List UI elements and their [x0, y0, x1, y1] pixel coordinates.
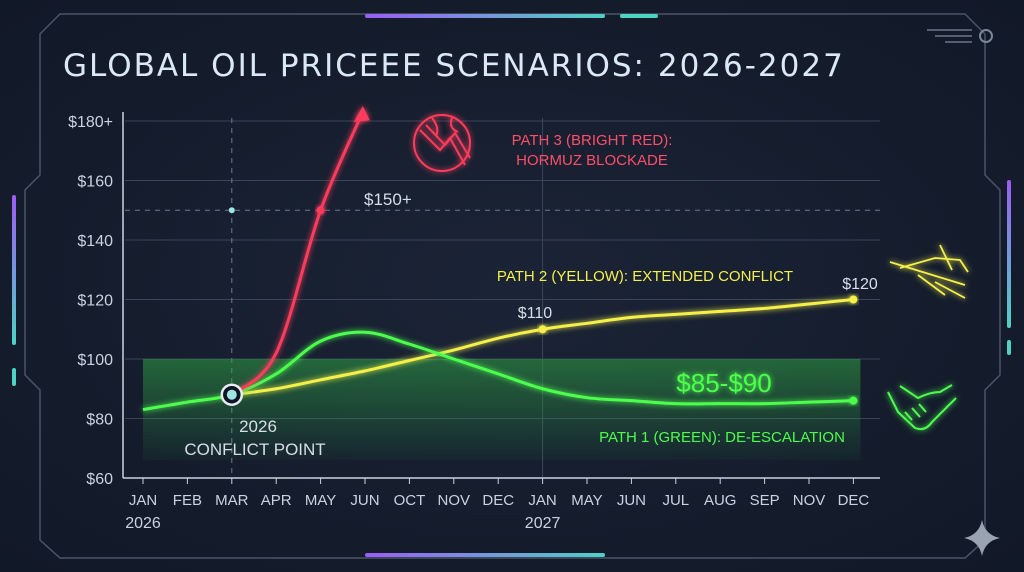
right-accent-bar-small [1007, 340, 1011, 355]
red-point-label: $150+ [364, 190, 412, 209]
red-path-label-line2: HORMUZ BLOCKADE [516, 152, 668, 169]
y-tick-label: $80 [86, 412, 113, 429]
conflict-point-label: CONFLICT POINT [184, 440, 325, 459]
top-accent-bar [365, 14, 605, 18]
red-point-150 [316, 206, 325, 215]
conflict-point-marker-core [226, 389, 237, 400]
yellow-point-120 [849, 295, 858, 304]
y-tick-label: $140 [77, 233, 113, 250]
y-tick-label: $120 [77, 293, 113, 310]
red-arrowhead [353, 106, 370, 123]
x-tick-label: APR [261, 492, 292, 509]
corner-lines-decoration [927, 29, 972, 43]
series-line-red [230, 111, 365, 396]
drone-aircraft-icon [889, 244, 969, 299]
x-tick-label: JUL [662, 492, 689, 509]
x-tick-label: JUN [350, 492, 379, 509]
yellow-point-label-110: $110 [518, 305, 553, 322]
hud-frame [24, 13, 1001, 559]
green-path-label: PATH 1 (GREEN): DE-ESCALATION [599, 429, 845, 446]
corner-circle-icon [979, 29, 993, 43]
left-accent-bar-small [12, 368, 16, 386]
reference-marker-dot [228, 207, 235, 214]
top-accent-bar-small [620, 14, 658, 18]
bottom-accent-bar [365, 553, 605, 557]
cracked-globe-icon [413, 114, 471, 172]
y-tick-label: $100 [77, 352, 113, 369]
x-year-label: 2027 [525, 515, 561, 532]
x-tick-label: OCT [394, 492, 426, 509]
series-layer [142, 106, 858, 412]
y-tick-label: $180+ [68, 114, 113, 131]
y-tick-label: $160 [77, 174, 113, 191]
x-tick-label: MAY [571, 492, 602, 509]
axes: $60 $80 $100 $120 $140 $160 $180+ JAN FEB MAR APR M… [68, 112, 880, 532]
yellow-path-label: PATH 2 (YELLOW): EXTENDED CONFLICT [497, 268, 793, 285]
x-tick-label: SEP [750, 492, 780, 509]
sparkle-icon [964, 520, 1000, 556]
yellow-point-110 [538, 325, 547, 334]
series-line-green [142, 330, 854, 412]
x-tick-label: AUG [704, 492, 737, 509]
x-year-label: 2026 [125, 515, 161, 532]
red-path-label-line1: PATH 3 (BRIGHT RED): [512, 132, 673, 149]
x-tick-label: JAN [129, 492, 157, 509]
x-tick-label: DEC [838, 492, 870, 509]
x-tick-label: FEB [173, 492, 202, 509]
yellow-point-label-120: $120 [842, 276, 878, 293]
x-tick-label: JUN [617, 492, 646, 509]
x-tick-label: DEC [482, 492, 514, 509]
x-tick-label: MAR [215, 492, 249, 509]
conflict-year-label: 2026 [239, 417, 277, 436]
handshake-icon [887, 384, 957, 431]
x-tick-label: NOV [438, 492, 471, 509]
y-tick-label: $60 [86, 471, 113, 488]
x-tick-label: NOV [793, 492, 826, 509]
green-point-end [849, 396, 858, 405]
band-label: $85-$90 [676, 368, 771, 398]
x-tick-label: JAN [528, 492, 556, 509]
x-tick-label: MAY [305, 492, 336, 509]
right-accent-bar [1007, 180, 1011, 328]
chart-title: GLOBAL OIL PRICEEE SCENARIOS: 2026-2027 [63, 48, 845, 84]
left-accent-bar [12, 195, 16, 345]
